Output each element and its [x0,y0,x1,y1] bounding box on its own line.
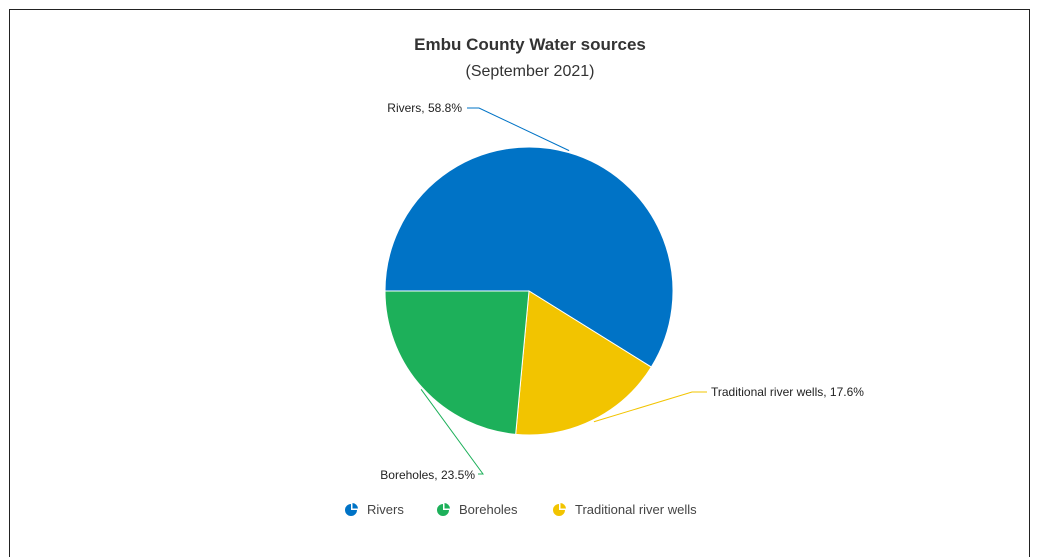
connector-rivers [467,107,570,152]
legend-item-rivers[interactable]: Rivers [345,502,404,517]
legend-item-boreholes[interactable]: Boreholes [437,502,518,517]
chart-subtitle: (September 2021) [466,63,595,80]
legend-pie-icon [345,504,357,516]
legend: Rivers Boreholes Traditional river wells [345,502,697,517]
pie-slice-rivers[interactable] [384,146,674,368]
connector-boreholes [420,389,484,475]
legend-pie-icon-notch [560,503,566,509]
connector-traditional-river-wells [593,391,707,423]
legend-pie-icon-notch [444,503,450,509]
data-labels: Rivers, 58.8% Traditional river wells, 17… [380,101,864,482]
chart-title: Embu County Water sources [414,35,646,54]
legend-label: Boreholes [459,502,518,517]
pie-slice-traditional-river-wells[interactable] [515,290,652,436]
data-label-boreholes: Boreholes, 23.5% [380,468,475,482]
pie-slices [384,146,674,436]
data-label-rivers: Rivers, 58.8% [387,101,462,115]
legend-pie-icon [553,504,565,516]
legend-label: Rivers [367,502,404,517]
legend-item-traditional-river-wells[interactable]: Traditional river wells [553,502,697,517]
legend-pie-icon [437,504,449,516]
data-label-connectors [420,107,707,475]
legend-pie-icon-notch [352,503,358,509]
legend-label: Traditional river wells [575,502,697,517]
pie-slice-boreholes[interactable] [384,290,530,435]
data-label-traditional-river-wells: Traditional river wells, 17.6% [711,385,864,399]
